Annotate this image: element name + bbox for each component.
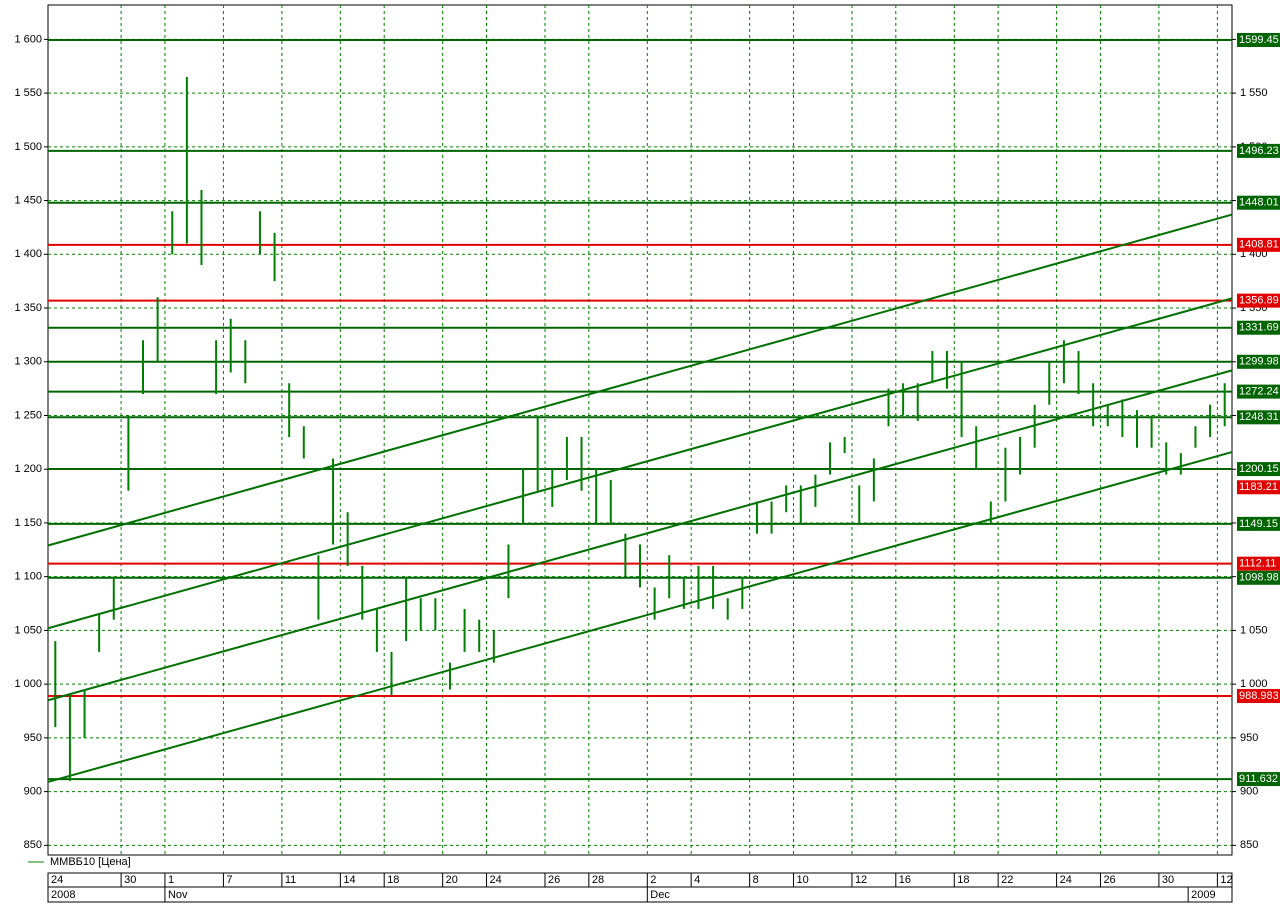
- y-tick-label: 1 000: [14, 678, 42, 690]
- level-label: 1408.81: [1239, 239, 1279, 251]
- y2-tick-label: 1 550: [1240, 87, 1268, 99]
- level-label: 1183.21: [1239, 481, 1278, 493]
- level-label: 911.632: [1239, 773, 1278, 785]
- x-tick-label: 30: [124, 874, 136, 886]
- y-tick-label: 1 050: [14, 624, 42, 636]
- period-label: Nov: [168, 889, 188, 901]
- x-tick-label: 1: [168, 874, 174, 886]
- period-label: 2008: [51, 889, 75, 901]
- y-tick-label: 1 550: [14, 87, 42, 99]
- x-tick-label: 24: [490, 874, 502, 886]
- y-tick-label: 1 300: [14, 356, 42, 368]
- level-label: 988.983: [1239, 690, 1279, 702]
- level-tag: [1237, 556, 1280, 571]
- trend-line: [47, 213, 1233, 547]
- legend-label: ММВБ10 [Цена]: [50, 856, 131, 868]
- x-tick-label: 22: [1001, 874, 1013, 886]
- level-label: 1496.23: [1239, 145, 1279, 157]
- y-tick-label: 1 150: [14, 517, 42, 529]
- level-tag: [1237, 688, 1280, 703]
- x-tick-label: 7: [226, 874, 232, 886]
- level-label: 1448.01: [1239, 197, 1279, 209]
- y-tick-label: 1 600: [14, 33, 42, 45]
- y2-tick-label: 950: [1240, 732, 1258, 744]
- x-tick-label: 11: [285, 874, 296, 886]
- level-label: 1248.31: [1239, 411, 1279, 423]
- level-tag: [1237, 143, 1280, 158]
- y-tick-label: 1 500: [14, 141, 42, 153]
- level-label: 1331.69: [1239, 322, 1279, 334]
- y2-tick-label: 1 000: [1240, 678, 1268, 690]
- level-tag: [1237, 320, 1280, 335]
- x-tick-label: 8: [753, 874, 759, 886]
- period-label: 2009: [1191, 889, 1215, 901]
- y-tick-label: 900: [24, 786, 42, 798]
- level-label: 1299.98: [1239, 356, 1279, 368]
- level-tag: [1237, 570, 1280, 585]
- period-label: Dec: [650, 889, 670, 901]
- x-tick-label: 30: [1162, 874, 1174, 886]
- level-label: 1200.15: [1239, 463, 1279, 475]
- level-label: 1112.11: [1239, 558, 1276, 570]
- level-label: 1098.98: [1239, 572, 1279, 584]
- trend-line: [47, 451, 1233, 783]
- x-tick-label: 28: [592, 874, 604, 886]
- y2-tick-label: 900: [1240, 786, 1258, 798]
- trend-line: [47, 297, 1233, 630]
- x-tick-label: 24: [1060, 874, 1072, 886]
- x-tick-label: 26: [548, 874, 560, 886]
- y-tick-label: 950: [24, 732, 42, 744]
- level-tag: [1237, 410, 1280, 425]
- level-tag: [1237, 354, 1280, 369]
- y-tick-label: 1 400: [14, 248, 42, 260]
- y-tick-label: 1 200: [14, 463, 42, 475]
- y-tick-label: 850: [24, 839, 42, 851]
- x-tick-label: 26: [1103, 874, 1115, 886]
- x-tick-label: 4: [694, 874, 700, 886]
- level-tag: [1237, 237, 1280, 252]
- level-label: 1272.24: [1239, 386, 1279, 398]
- level-label: 1149.15: [1239, 518, 1278, 530]
- x-tick-label: 10: [796, 874, 808, 886]
- level-tag: [1237, 480, 1280, 495]
- y-tick-label: 1 250: [14, 409, 42, 421]
- level-tag: [1237, 195, 1280, 210]
- plot-frame: [47, 4, 1233, 856]
- x-tick-label: 20: [446, 874, 458, 886]
- level-tag: [1237, 32, 1280, 47]
- level-tag: [1237, 516, 1280, 531]
- level-tag: [1237, 384, 1280, 399]
- x-tick-label: 12: [1220, 874, 1232, 886]
- x-tick-label: 2: [650, 874, 656, 886]
- level-tag: [1237, 462, 1280, 477]
- x-tick-label: 12: [855, 874, 867, 886]
- y-tick-label: 1 350: [14, 302, 42, 314]
- x-tick-label: 18: [387, 874, 399, 886]
- y-tick-label: 1 450: [14, 194, 42, 206]
- level-tag: [1237, 772, 1280, 787]
- level-label: 1599.45: [1239, 34, 1279, 46]
- x-tick-label: 18: [957, 874, 969, 886]
- level-tag: [1237, 293, 1280, 308]
- y2-tick-label: 850: [1240, 839, 1258, 851]
- y-tick-label: 1 100: [14, 571, 42, 583]
- x-tick-label: 16: [899, 874, 911, 886]
- level-label: 1356.89: [1239, 295, 1279, 307]
- y2-tick-label: 1 050: [1240, 624, 1268, 636]
- x-tick-label: 24: [51, 874, 63, 886]
- x-tick-label: 14: [343, 874, 355, 886]
